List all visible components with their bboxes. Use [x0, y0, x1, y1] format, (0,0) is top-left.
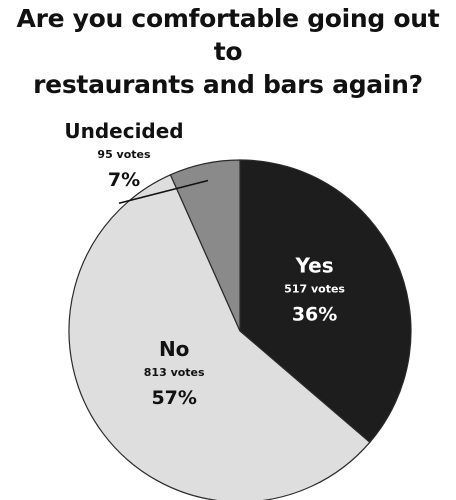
slice-percent-no: 57% — [151, 387, 196, 409]
slice-votes-no: 813 votes — [144, 366, 205, 379]
slice-votes-undecided: 95 votes — [97, 148, 151, 161]
chart-title: Are you comfortable going out to restaur… — [0, 2, 456, 101]
slice-label-no: No — [159, 337, 189, 361]
chart-title-line-1: Are you comfortable going out to — [16, 4, 440, 66]
slice-percent-undecided: 7% — [108, 169, 140, 191]
slice-percent-yes: 36% — [292, 304, 337, 326]
pie-slice-yes — [239, 159, 412, 444]
pie-slice-undecided — [169, 159, 241, 332]
slice-label-yes: Yes — [295, 254, 334, 278]
leader-line-undecided — [118, 179, 209, 204]
chart-title-line-2: restaurants and bars again? — [33, 70, 423, 99]
slice-votes-yes: 517 votes — [284, 283, 345, 296]
pie-slice-no — [68, 173, 371, 500]
slice-label-undecided: Undecided — [64, 119, 183, 143]
